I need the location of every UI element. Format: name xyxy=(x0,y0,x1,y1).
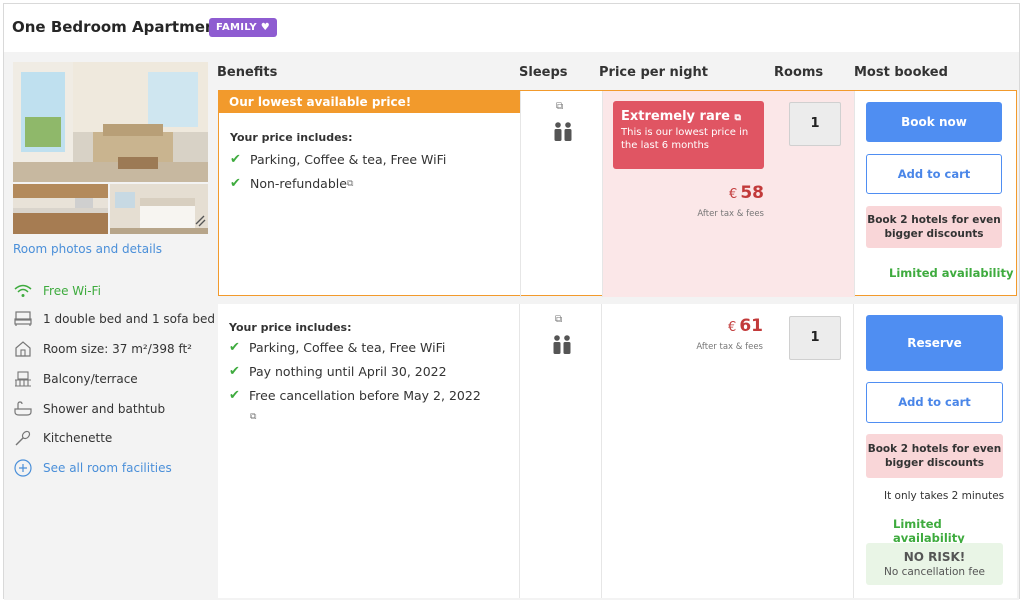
col-header-benefits: Benefits xyxy=(217,65,278,80)
col-header-most-booked: Most booked xyxy=(854,65,948,80)
add-to-cart-button[interactable]: Add to cart xyxy=(866,382,1003,423)
benefit-text: Parking, Coffee & tea, Free WiFi xyxy=(249,340,446,355)
bed-icon xyxy=(13,310,33,328)
divider xyxy=(602,91,603,297)
facility-label: See all room facilities xyxy=(43,461,172,475)
benefit-text: Pay nothing until April 30, 2022 xyxy=(249,364,447,379)
book-now-button[interactable]: Book now xyxy=(866,102,1002,142)
facility-bathtub: Shower and bathtub xyxy=(13,399,165,419)
after-tax-label: After tax & fees xyxy=(697,209,764,219)
rare-title: Extremely rare ⧉ xyxy=(621,109,741,124)
room-card: One Bedroom Apartment FAMILY ♥ xyxy=(3,3,1020,600)
see-all-facilities-link[interactable]: See all room facilities xyxy=(13,458,172,478)
external-link-icon[interactable]: ⧉ xyxy=(734,113,741,123)
promo-box: Book 2 hotels for even bigger discounts xyxy=(866,206,1002,248)
benefit-text: Free cancellation before May 2, 2022 xyxy=(249,388,481,403)
rate-row-2: Your price includes: ✔ Parking, Coffee &… xyxy=(218,304,1017,598)
divider xyxy=(601,304,602,598)
rate-row-1: Our lowest available price! Your price i… xyxy=(218,90,1017,297)
facility-kitchen: Kitchenette xyxy=(13,428,112,448)
facility-label: Shower and bathtub xyxy=(43,402,166,416)
facility-label: Free Wi-Fi xyxy=(43,284,101,298)
facility-size: Room size: 37 m²/398 ft² xyxy=(13,339,192,359)
rooms-select[interactable]: 1 xyxy=(789,102,841,146)
benefit-item: ✔ Parking, Coffee & tea, Free WiFi xyxy=(229,340,445,355)
includes-title: Your price includes: xyxy=(230,131,353,144)
limited-availability: Limited availability xyxy=(893,517,965,545)
external-link-icon[interactable]: ⧉ xyxy=(250,412,257,422)
room-photo-kitchen[interactable] xyxy=(13,184,108,234)
divider xyxy=(853,304,854,598)
kitchen-icon xyxy=(13,429,33,447)
info-icon[interactable]: ⧉ xyxy=(555,314,563,325)
two-persons-icon xyxy=(551,334,573,360)
bathtub-icon xyxy=(13,400,33,418)
divider xyxy=(519,304,520,598)
col-header-rooms: Rooms xyxy=(774,65,824,80)
price-value: 58 xyxy=(740,183,764,203)
check-icon: ✔ xyxy=(230,152,241,167)
facility-balcony: Balcony/terrace xyxy=(13,369,138,389)
benefit-item: ✔ Free cancellation before May 2, 2022 xyxy=(229,388,481,403)
price-currency: € xyxy=(728,320,737,335)
facility-label: Room size: 37 m²/398 ft² xyxy=(43,342,192,356)
price-row-2: €61 xyxy=(601,316,763,336)
check-icon: ✔ xyxy=(230,176,241,191)
reserve-button[interactable]: Reserve xyxy=(866,315,1003,371)
divider xyxy=(520,91,521,297)
divider xyxy=(854,91,855,297)
facility-wifi: Free Wi-Fi xyxy=(13,281,101,301)
col-header-price: Price per night xyxy=(599,65,708,80)
promo-box: Book 2 hotels for even bigger discounts xyxy=(866,434,1003,478)
two-persons-icon xyxy=(552,121,574,147)
check-icon: ✔ xyxy=(229,388,240,403)
check-icon: ✔ xyxy=(229,364,240,379)
house-icon xyxy=(13,340,33,358)
price-row-1: €58 xyxy=(602,183,764,203)
room-photo-bedroom[interactable] xyxy=(110,184,208,234)
col-header-sleeps: Sleeps xyxy=(519,65,568,80)
add-to-cart-button[interactable]: Add to cart xyxy=(866,154,1002,194)
benefit-item: ✔ Parking, Coffee & tea, Free WiFi xyxy=(230,152,446,167)
family-badge: FAMILY ♥ xyxy=(209,18,277,37)
wifi-icon xyxy=(13,282,33,300)
after-tax-label: After tax & fees xyxy=(696,342,763,352)
room-photo-main[interactable] xyxy=(13,62,208,182)
no-risk-box: NO RISK! No cancellation fee xyxy=(866,543,1003,585)
check-icon: ✔ xyxy=(229,340,240,355)
rare-text: This is our lowest price in the last 6 m… xyxy=(621,127,749,151)
lowest-price-banner: Our lowest available price! xyxy=(219,91,520,113)
benefit-item: ✔ Non-refundable ⧉ xyxy=(230,176,353,191)
rooms-select[interactable]: 1 xyxy=(789,316,841,360)
includes-title: Your price includes: xyxy=(229,321,352,334)
extremely-rare-box: Extremely rare ⧉ This is our lowest pric… xyxy=(613,101,764,169)
no-risk-subtitle: No cancellation fee xyxy=(883,566,986,578)
no-risk-title: NO RISK! xyxy=(903,550,966,564)
limited-availability: Limited availability xyxy=(889,266,1014,280)
external-link-icon[interactable]: ⧉ xyxy=(346,178,354,189)
room-header: One Bedroom Apartment FAMILY ♥ xyxy=(4,4,1019,51)
plus-circle-icon xyxy=(13,459,33,477)
only-takes-text: It only takes 2 minutes xyxy=(884,490,1005,502)
facility-label: Balcony/terrace xyxy=(43,372,138,386)
benefit-text: Non-refundable xyxy=(250,176,347,191)
room-photos-link[interactable]: Room photos and details xyxy=(13,242,163,256)
room-title: One Bedroom Apartment xyxy=(12,18,223,36)
info-icon[interactable]: ⧉ xyxy=(556,101,564,112)
benefit-text: Parking, Coffee & tea, Free WiFi xyxy=(250,152,447,167)
facility-label: 1 double bed and 1 sofa bed xyxy=(43,312,216,326)
balcony-icon xyxy=(13,370,33,388)
facility-label: Kitchenette xyxy=(43,431,113,445)
price-currency: € xyxy=(729,187,738,202)
facility-bed: 1 double bed and 1 sofa bed xyxy=(13,309,215,329)
price-value: 61 xyxy=(739,316,763,336)
benefit-item: ✔ Pay nothing until April 30, 2022 xyxy=(229,364,447,379)
